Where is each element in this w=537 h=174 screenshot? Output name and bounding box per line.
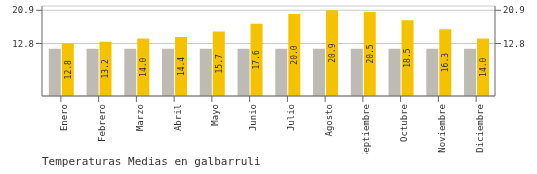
svg-text:Marzo: Marzo bbox=[135, 104, 145, 131]
svg-text:17.6: 17.6 bbox=[252, 50, 261, 69]
svg-text:Julio: Julio bbox=[286, 104, 296, 131]
svg-text:14.0: 14.0 bbox=[139, 57, 148, 76]
svg-text:20.9: 20.9 bbox=[328, 43, 337, 62]
svg-text:Mayo: Mayo bbox=[210, 104, 220, 126]
svg-text:20.5: 20.5 bbox=[366, 44, 375, 63]
svg-text:18.5: 18.5 bbox=[403, 48, 412, 67]
svg-text:20.9: 20.9 bbox=[12, 5, 34, 15]
svg-text:12.8: 12.8 bbox=[12, 39, 34, 49]
svg-text:Enero: Enero bbox=[59, 104, 69, 131]
svg-text:14.0: 14.0 bbox=[479, 57, 488, 76]
svg-text:Diciembre: Diciembre bbox=[475, 104, 485, 153]
html-text:Temperaturas Medias en galbarr: Temperaturas Medias en galbarruli bbox=[42, 155, 261, 168]
svg-text:Noviembre: Noviembre bbox=[437, 104, 447, 153]
svg-text:Abril: Abril bbox=[173, 104, 183, 131]
svg-text:13.2: 13.2 bbox=[101, 59, 110, 78]
svg-text:12.8: 12.8 bbox=[503, 39, 525, 49]
svg-text:20.9: 20.9 bbox=[503, 5, 525, 15]
svg-text:Junio: Junio bbox=[248, 104, 258, 131]
svg-text:15.7: 15.7 bbox=[215, 54, 224, 73]
svg-text:Septiembre: Septiembre bbox=[361, 104, 371, 154]
svg-text:Octubre: Octubre bbox=[399, 104, 409, 142]
svg-text:16.3: 16.3 bbox=[441, 53, 450, 72]
svg-text:Agosto: Agosto bbox=[324, 104, 334, 137]
svg-text:12.8: 12.8 bbox=[64, 60, 73, 79]
svg-text:Febrero: Febrero bbox=[97, 104, 107, 142]
svg-text:20.0: 20.0 bbox=[290, 45, 299, 64]
svg-text:14.4: 14.4 bbox=[177, 57, 186, 76]
